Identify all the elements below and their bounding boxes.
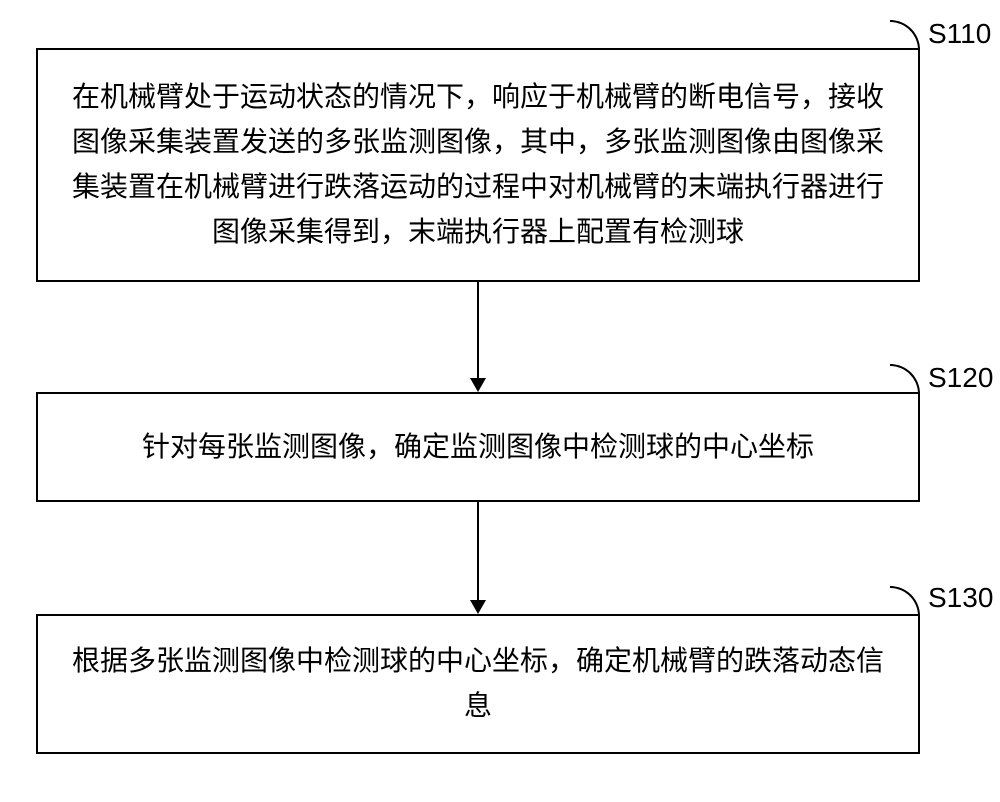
step-label-s120: S120	[928, 362, 993, 394]
flowchart-container: 在机械臂处于运动状态的情况下，响应于机械臂的断电信号，接收图像采集装置发送的多张…	[0, 0, 1000, 802]
step-label-s130: S130	[928, 582, 993, 614]
edge-line	[477, 502, 479, 600]
arrow-head-icon	[470, 378, 486, 392]
label-connector-curve	[890, 586, 920, 616]
node-text: 根据多张监测图像中检测球的中心坐标，确定机械臂的跌落动态信息	[68, 639, 888, 729]
step-label-s110: S110	[928, 18, 991, 50]
node-text: 针对每张监测图像，确定监测图像中检测球的中心坐标	[142, 425, 814, 470]
flowchart-node-s110: 在机械臂处于运动状态的情况下，响应于机械臂的断电信号，接收图像采集装置发送的多张…	[36, 48, 920, 282]
label-connector-curve	[890, 20, 920, 50]
flowchart-node-s130: 根据多张监测图像中检测球的中心坐标，确定机械臂的跌落动态信息	[36, 614, 920, 754]
node-text: 在机械臂处于运动状态的情况下，响应于机械臂的断电信号，接收图像采集装置发送的多张…	[68, 75, 888, 254]
label-connector-curve	[890, 364, 920, 394]
arrow-head-icon	[470, 600, 486, 614]
edge-line	[477, 282, 479, 378]
flowchart-node-s120: 针对每张监测图像，确定监测图像中检测球的中心坐标	[36, 392, 920, 502]
